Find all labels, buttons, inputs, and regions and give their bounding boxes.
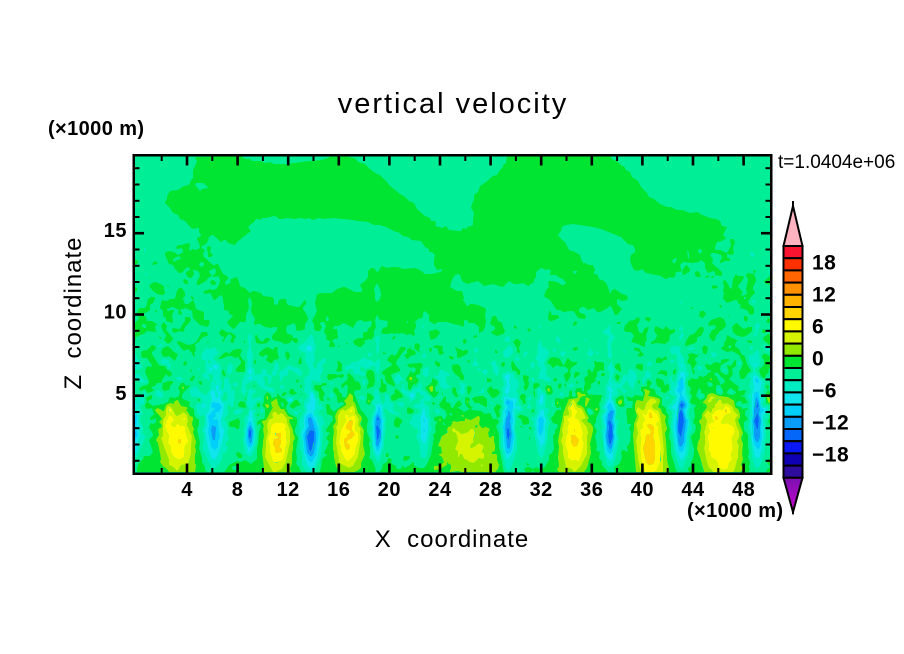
svg-text:6: 6 [812,316,824,339]
svg-text:12: 12 [277,479,300,501]
svg-text:24: 24 [428,479,452,501]
svg-text:X coordinate: X coordinate [375,526,529,553]
svg-text:−18: −18 [812,443,849,466]
svg-text:15: 15 [104,220,127,242]
svg-text:t=1.0404e+06: t=1.0404e+06 [778,152,895,173]
svg-text:20: 20 [378,479,401,501]
svg-text:0: 0 [812,348,824,371]
svg-text:16: 16 [327,479,350,501]
svg-text:10: 10 [104,302,127,324]
svg-text:28: 28 [479,479,502,501]
svg-text:vertical velocity: vertical velocity [338,88,569,120]
svg-text:(×1000 m): (×1000 m) [48,118,144,140]
svg-text:12: 12 [812,284,836,307]
svg-text:4: 4 [181,479,193,501]
svg-text:40: 40 [631,479,654,501]
svg-text:44: 44 [681,479,705,501]
svg-text:18: 18 [812,252,836,275]
svg-text:5: 5 [115,383,127,405]
svg-text:−12: −12 [812,411,849,434]
svg-text:(×1000 m): (×1000 m) [687,500,783,522]
svg-text:Z coordinate: Z coordinate [60,236,87,389]
svg-text:32: 32 [530,479,553,501]
svg-text:48: 48 [732,479,755,501]
svg-text:8: 8 [232,479,244,501]
svg-text:36: 36 [580,479,603,501]
svg-text:−6: −6 [812,379,837,402]
